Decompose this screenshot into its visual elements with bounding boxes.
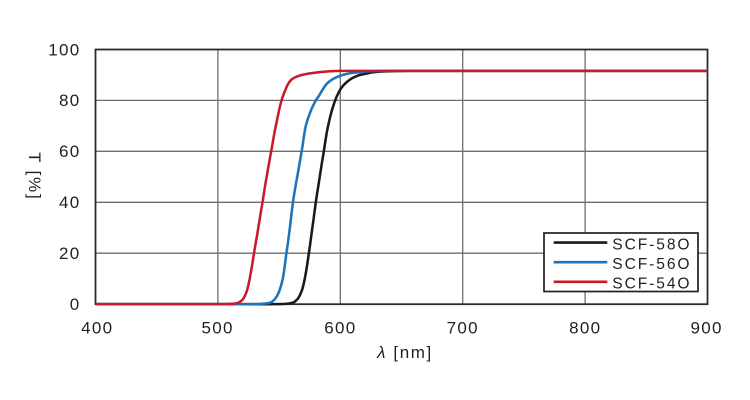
svg-text:80: 80 bbox=[59, 91, 81, 110]
svg-text:400: 400 bbox=[81, 319, 113, 338]
svg-text:700: 700 bbox=[447, 319, 479, 338]
svg-text:600: 600 bbox=[324, 319, 356, 338]
svg-text:500: 500 bbox=[201, 319, 233, 338]
svg-text:60: 60 bbox=[59, 142, 81, 161]
svg-text:40: 40 bbox=[59, 193, 81, 212]
svg-text:SCF-54O: SCF-54O bbox=[612, 276, 691, 293]
svg-text:900: 900 bbox=[690, 319, 722, 338]
svg-text:0: 0 bbox=[70, 295, 81, 314]
svg-text:800: 800 bbox=[569, 319, 601, 338]
svg-text:SCF-58O: SCF-58O bbox=[612, 236, 691, 253]
svg-text:SCF-56O: SCF-56O bbox=[612, 256, 691, 273]
svg-text:20: 20 bbox=[59, 244, 81, 263]
svg-text:100: 100 bbox=[48, 40, 80, 59]
svg-text:T [%]: T [%] bbox=[25, 152, 44, 200]
svg-text:λ [nm]: λ [nm] bbox=[376, 343, 433, 362]
